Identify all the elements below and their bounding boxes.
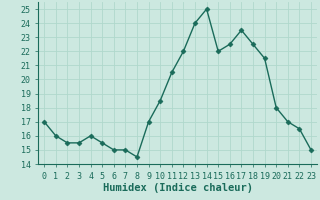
X-axis label: Humidex (Indice chaleur): Humidex (Indice chaleur) <box>103 183 252 193</box>
